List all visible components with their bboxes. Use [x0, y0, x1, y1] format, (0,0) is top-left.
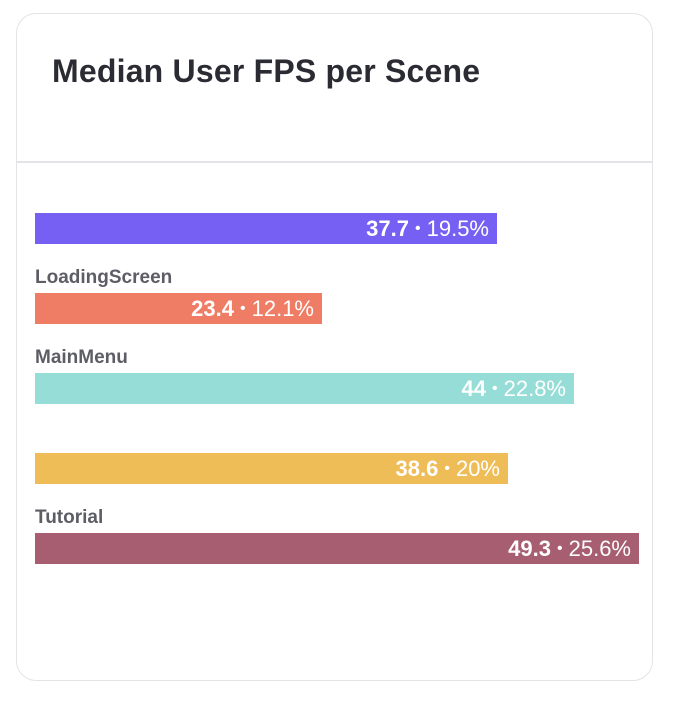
bar-value-label: 44 [461, 375, 486, 401]
bar-value-label: 37.7 [366, 215, 409, 241]
bar-percent-label: 19.5% [426, 215, 489, 241]
bar[interactable]: 38.6 • 20% [35, 453, 508, 484]
bar[interactable]: 23.4 • 12.1% [35, 293, 322, 324]
bar[interactable]: 37.7 • 19.5% [35, 213, 497, 244]
bar[interactable]: 44 • 22.8% [35, 373, 574, 404]
bar-percent-label: 25.6% [568, 535, 631, 561]
bullet-separator: • [240, 299, 246, 317]
bar-percent-label: 20% [455, 455, 500, 481]
bullet-separator: • [492, 379, 498, 397]
bar-category-label: Tutorial [35, 507, 104, 528]
bullet-separator: • [444, 459, 450, 477]
bar-percent-label: 12.1% [251, 295, 314, 321]
bar[interactable]: 49.3 • 25.6% [35, 533, 639, 564]
bar-value-label: 23.4 [191, 295, 234, 321]
bar-value-label: 38.6 [395, 455, 439, 481]
chart-card: Median User FPS per Scene 37.7 • 19.5% Load… [16, 13, 653, 681]
bar-value-label: 49.3 [508, 535, 551, 561]
card-title: Median User FPS per Scene [52, 53, 481, 89]
bullet-separator: • [415, 219, 421, 237]
card-divider [17, 161, 652, 163]
bar-category-label: LoadingScreen [35, 267, 173, 288]
bullet-separator: • [557, 539, 563, 557]
bar-category-label: MainMenu [35, 347, 128, 368]
bar-percent-label: 22.8% [503, 375, 566, 401]
